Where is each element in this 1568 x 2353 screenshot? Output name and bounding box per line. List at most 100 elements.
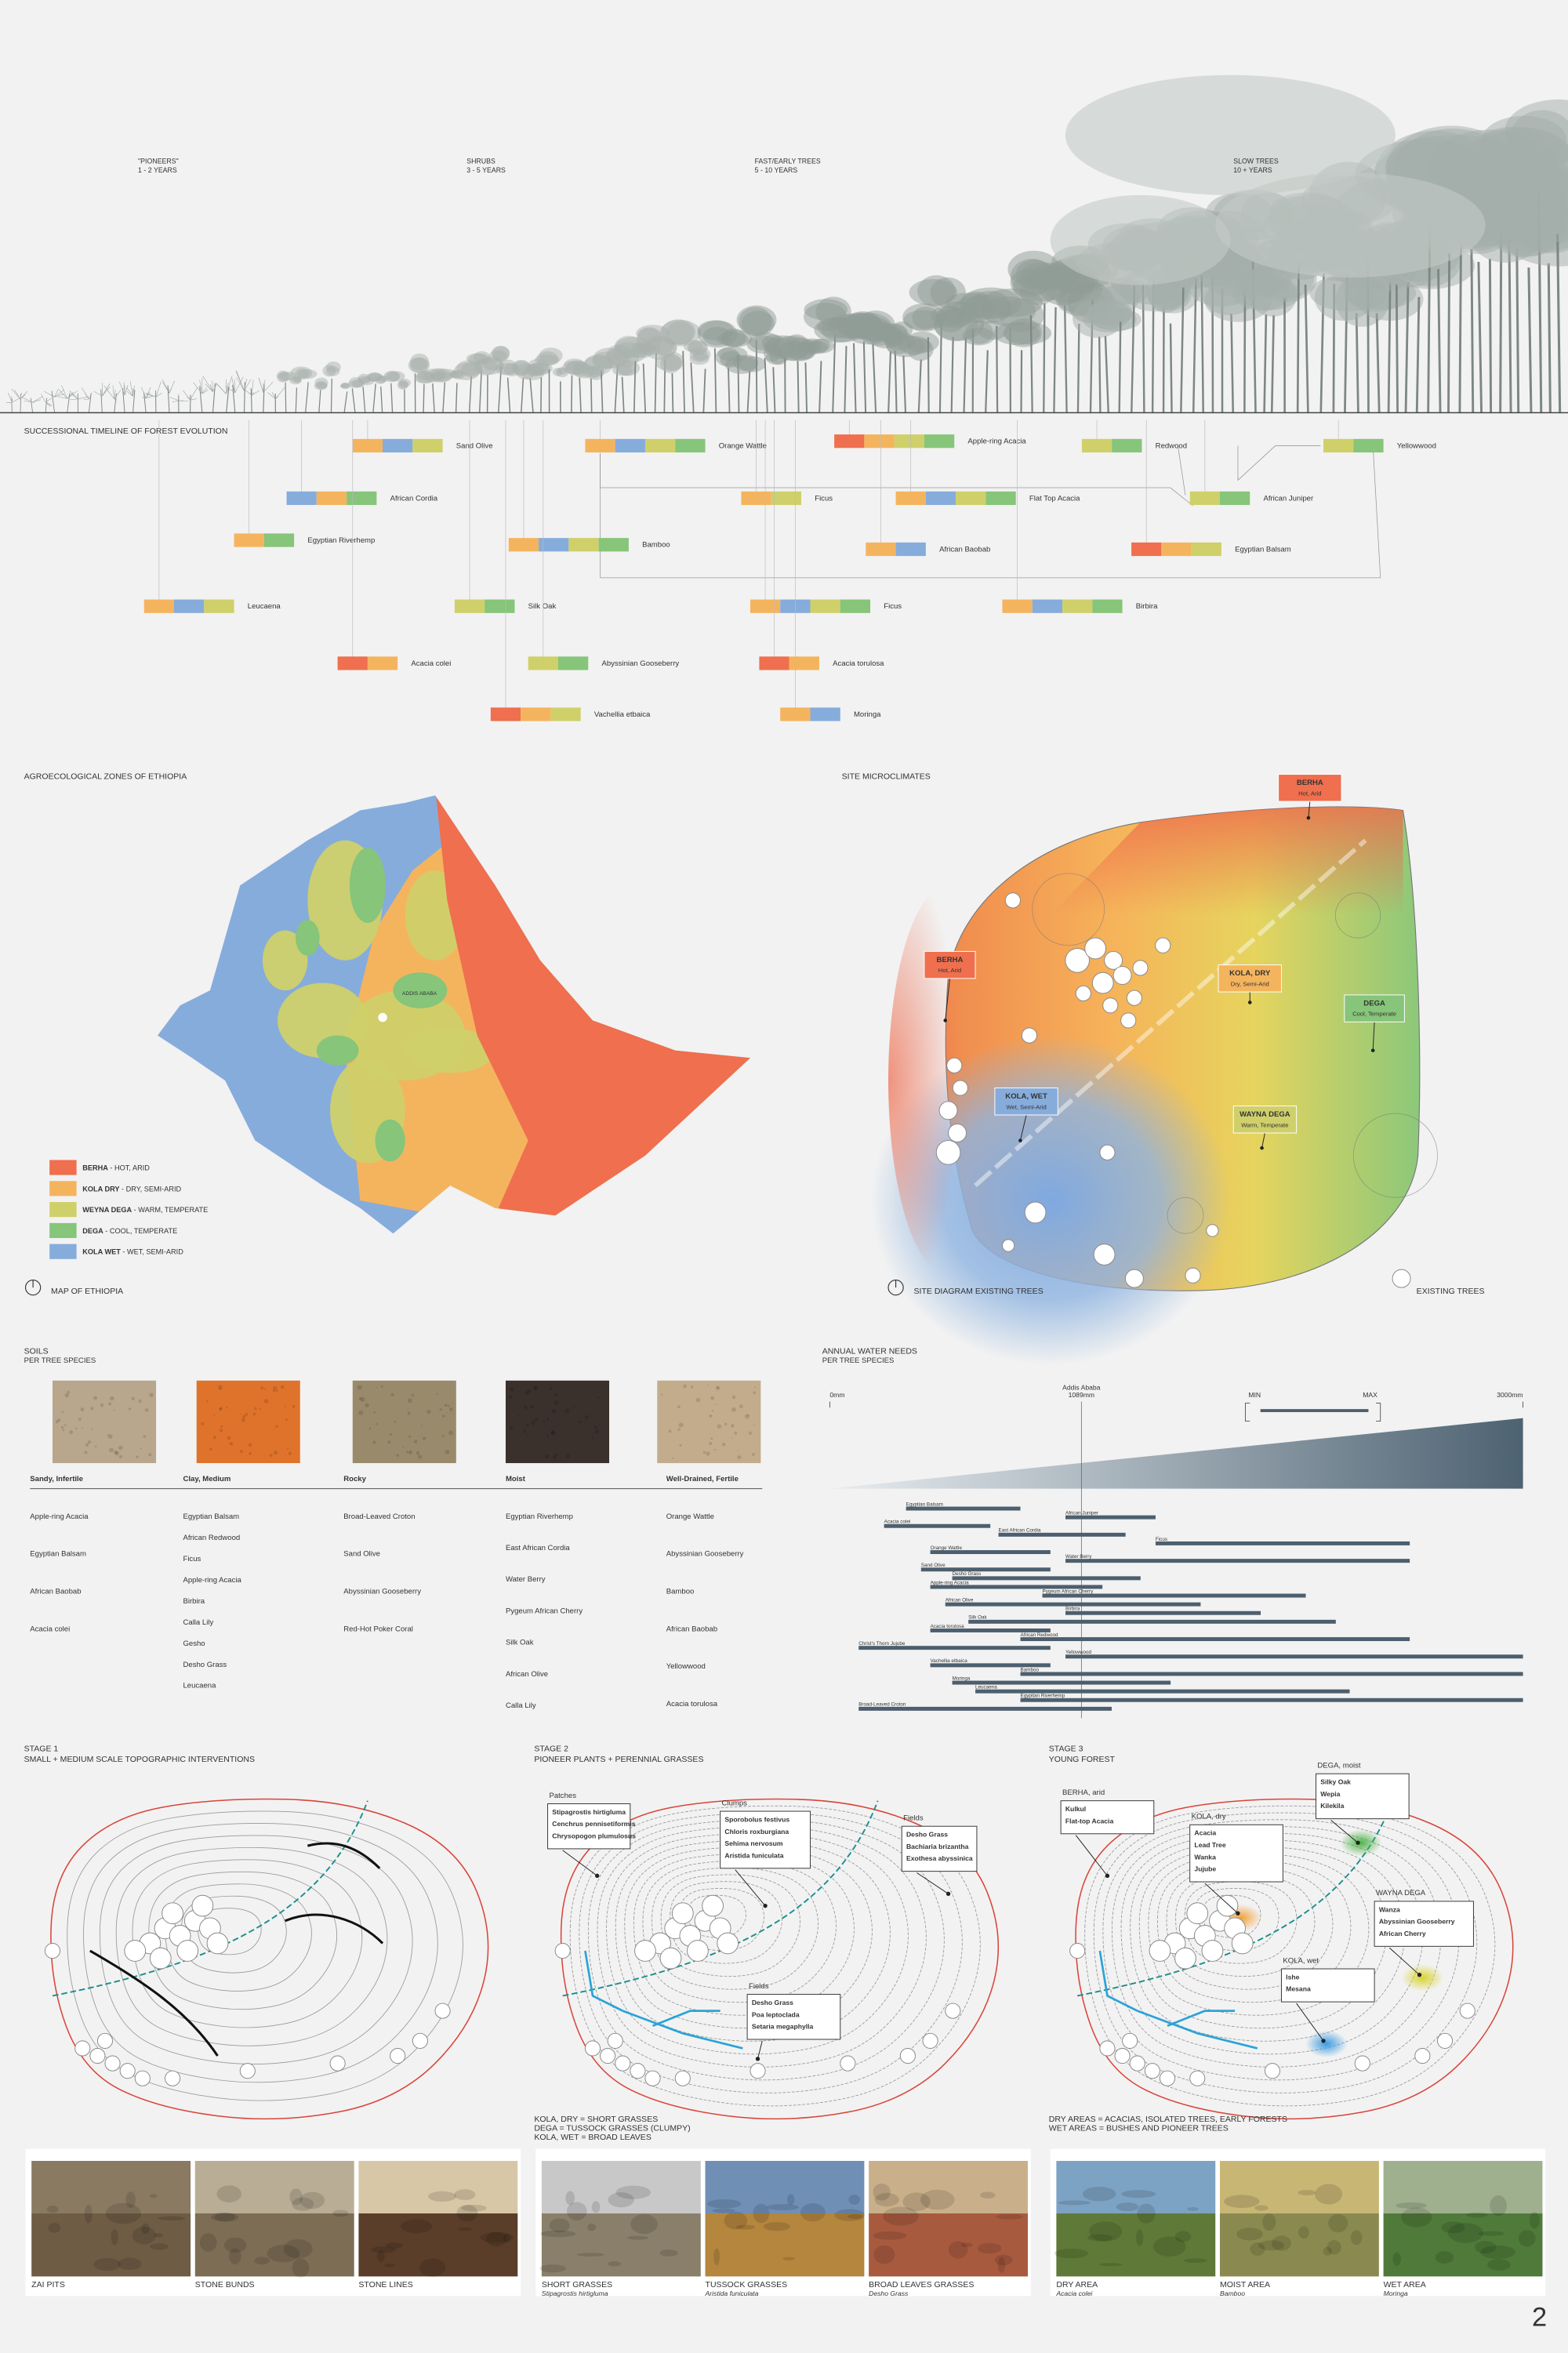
soil-grain — [409, 1450, 412, 1453]
soil-grain — [138, 1399, 142, 1403]
soil-grain — [242, 1414, 246, 1419]
leader-line — [757, 2040, 763, 2059]
soil-grain — [422, 1436, 426, 1440]
callout-item: Mesana — [1286, 1985, 1311, 1993]
connector — [600, 453, 1193, 507]
tree-trunk — [442, 382, 446, 413]
tree-trunk — [351, 388, 356, 413]
site-feature — [1352, 1113, 1438, 1198]
soil-grain — [421, 1425, 423, 1427]
twig — [172, 400, 180, 403]
photo-texture — [1435, 2251, 1454, 2264]
existing-tree — [1206, 1224, 1219, 1237]
species-name: Moringa — [854, 710, 881, 719]
tree — [922, 2032, 938, 2049]
soil-grain — [85, 1443, 89, 1447]
zone-glow — [1401, 1964, 1444, 1992]
soil-grain — [552, 1454, 557, 1460]
soil-grain — [286, 1447, 289, 1450]
existing-tree — [1091, 971, 1114, 994]
water-bar — [1042, 1593, 1306, 1598]
species-name: Egyptian Riverhemp — [307, 536, 375, 545]
tree — [162, 1902, 183, 1925]
bar-label: Water Berry — [1065, 1554, 1092, 1560]
photo — [31, 2213, 191, 2277]
soil-grain — [436, 1393, 438, 1395]
tree — [124, 1940, 147, 1962]
photo-texture — [132, 2226, 157, 2245]
zone-block — [1323, 438, 1354, 453]
photo-texture — [118, 2257, 142, 2270]
zone-block — [1191, 542, 1221, 557]
twig — [155, 392, 162, 398]
photo-texture — [199, 2233, 217, 2252]
twig — [41, 394, 46, 403]
photo-species: Aristida funiculata — [705, 2289, 759, 2297]
legend-label: BERHA - HOT, ARID — [82, 1164, 150, 1171]
soil-grain — [254, 1407, 257, 1411]
stage-note: DEGA = TUSSOCK GRASSES (CLUMPY) — [534, 2124, 690, 2133]
soil-grain — [555, 1393, 557, 1396]
photo — [1219, 2161, 1379, 2213]
twig — [7, 392, 13, 403]
zone-area — [349, 848, 386, 924]
twig — [45, 401, 53, 406]
tree-trunk — [853, 343, 857, 413]
stage-years: 1 - 2 YEARS — [138, 166, 177, 174]
soil-grain — [402, 1446, 405, 1448]
tree-canopy — [536, 351, 559, 366]
legend-desc: - DRY, SEMI-ARID — [119, 1185, 181, 1193]
tree-trunk — [498, 366, 503, 413]
tree-canopy — [804, 299, 848, 321]
tree-trunk — [390, 383, 394, 413]
soil-grain — [716, 1386, 720, 1391]
species-name: Silk Oak — [528, 602, 557, 611]
callout-item: Jujube — [1194, 1865, 1216, 1873]
tree-trunk — [30, 398, 34, 413]
twig — [59, 389, 67, 399]
soil-name: Sandy, Infertile — [30, 1475, 83, 1483]
photo-texture — [1099, 2263, 1123, 2267]
photo-texture — [216, 2185, 242, 2202]
photo-texture — [458, 2227, 472, 2231]
tree-trunk — [1437, 269, 1442, 413]
photo-texture — [848, 2213, 863, 2220]
soil-grain — [710, 1437, 713, 1440]
photo-texture — [48, 2222, 61, 2233]
pointer-line — [1372, 1022, 1375, 1051]
soil-grain — [524, 1390, 529, 1395]
soil-grain — [219, 1429, 223, 1432]
soil-grain — [144, 1408, 149, 1412]
bar-label: Broad-Leaved Croton — [858, 1702, 906, 1708]
photo-texture — [1262, 2213, 1276, 2231]
stage-title: STAGE 2 — [534, 1745, 568, 1754]
soil-grain — [275, 1389, 278, 1393]
tree-trunk — [263, 384, 265, 413]
twig — [81, 387, 89, 399]
tree-trunk — [285, 382, 287, 413]
photo-caption: STONE LINES — [358, 2280, 412, 2289]
soil-grain — [69, 1430, 74, 1435]
tree-trunk — [232, 384, 236, 413]
photo — [705, 2213, 865, 2277]
twig — [169, 397, 180, 401]
contour — [132, 1859, 363, 2028]
species-name: Flat Top Acacia — [1029, 494, 1080, 503]
contour — [587, 1819, 945, 2081]
contour — [197, 1908, 262, 1955]
photo-texture — [920, 2189, 955, 2210]
bar-label: Orange Wattle — [931, 1545, 963, 1551]
twig — [71, 394, 78, 400]
tree-canopy — [314, 377, 328, 389]
photo — [194, 2213, 354, 2277]
soil-species: Egyptian Balsam — [183, 1512, 239, 1521]
photo-texture — [873, 2183, 891, 2201]
soil-grain — [67, 1390, 70, 1394]
photo-caption: SHORT GRASSES — [542, 2280, 612, 2289]
photo-texture — [980, 2191, 996, 2199]
soil-grain — [449, 1407, 453, 1411]
soil-grain — [533, 1387, 537, 1391]
photo-texture — [994, 2254, 1013, 2266]
zone-name: BERHA — [1297, 779, 1323, 787]
soil-grain — [140, 1447, 142, 1450]
